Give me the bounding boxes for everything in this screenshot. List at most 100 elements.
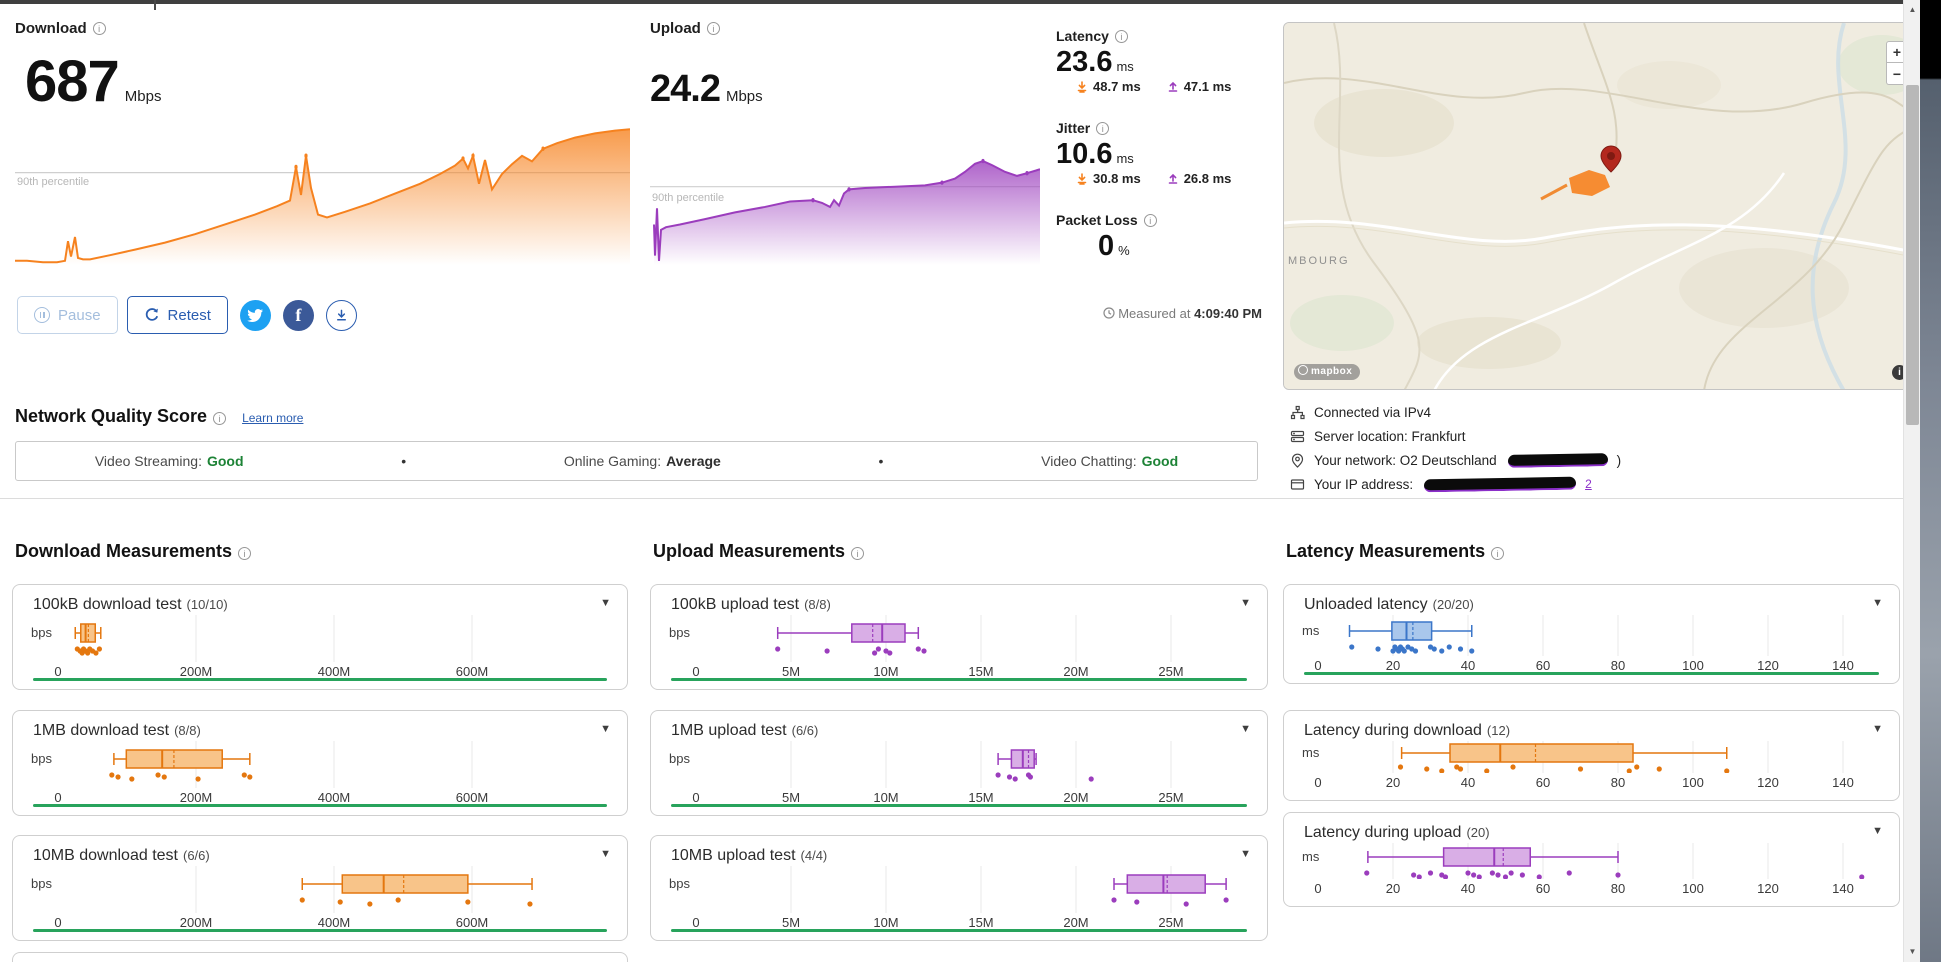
down-arrow-icon xyxy=(1077,80,1087,93)
map-panel[interactable]: MBOURG + − mapbox i xyxy=(1283,22,1918,390)
twitter-share-button[interactable] xyxy=(239,299,271,331)
measurement-card: 10MB upload test (4/4) ▼ bps 0 5M 10M 15M 20M 25M xyxy=(650,835,1268,941)
axis-tick-label: 20M xyxy=(1063,790,1089,805)
axis-tick-label: 100 xyxy=(1682,658,1704,673)
scrollbar-up-arrow[interactable]: ▲ xyxy=(1908,5,1917,14)
axis-unit-label: bps xyxy=(31,625,52,640)
axis-tick-label: 140 xyxy=(1832,658,1854,673)
info-icon[interactable]: i xyxy=(1096,122,1110,135)
axis-tick-label: 10M xyxy=(873,915,899,930)
card-test-name: Latency during upload xyxy=(1304,824,1462,841)
info-icon[interactable]: i xyxy=(1143,214,1157,227)
connection-text: Your network: O2 Deutschland xyxy=(1314,452,1497,468)
card-test-name: 1MB download test xyxy=(33,722,170,739)
measurement-card: 100kB upload test (8/8) ▼ bps 0 5M 10M 15M 20M 25… xyxy=(650,584,1268,690)
axis-tick-label: 0 xyxy=(1314,658,1322,673)
quality-item: Video Chatting: Good xyxy=(1041,453,1178,469)
upload-chart xyxy=(650,130,1040,265)
server-icon xyxy=(1290,430,1305,442)
test-progress-bar xyxy=(33,804,607,807)
browser-scrollbar[interactable]: ▲ ▼ xyxy=(1903,0,1920,962)
up-arrow-icon xyxy=(1168,81,1178,92)
card-expand-button[interactable]: ▼ xyxy=(1872,597,1883,609)
scrollbar-thumb[interactable] xyxy=(1906,85,1919,425)
down-arrow-icon xyxy=(1077,172,1087,185)
card-title: 100kB upload test (8/8) xyxy=(671,596,831,614)
quality-score-box: Video Streaming: Good • Online Gaming: Avera… xyxy=(15,441,1258,481)
info-icon[interactable]: i xyxy=(706,22,720,35)
card-title: 10MB upload test (4/4) xyxy=(671,847,827,865)
facebook-share-button[interactable]: f xyxy=(282,299,314,331)
info-icon[interactable]: i xyxy=(1491,547,1505,560)
card-expand-button[interactable]: ▼ xyxy=(600,597,611,609)
axis-tick-label: 80 xyxy=(1610,881,1626,896)
card-test-count: (20) xyxy=(1466,825,1490,840)
download-unit: Mbps xyxy=(124,88,162,105)
axis-tick-label: 5M xyxy=(781,790,801,805)
card-test-count: (20/20) xyxy=(1432,597,1474,612)
jitter-download-value: 30.8 ms xyxy=(1076,171,1141,186)
latency-value: 23.6 ms xyxy=(1056,46,1134,78)
learn-more-link[interactable]: Learn more xyxy=(242,411,304,425)
connection-text: Your IP address: xyxy=(1314,476,1414,492)
card-expand-button[interactable]: ▼ xyxy=(1240,723,1251,735)
connection-text: Connected via IPv4 xyxy=(1314,404,1432,420)
facebook-icon: f xyxy=(295,304,302,325)
quality-label: Video Chatting: xyxy=(1041,453,1137,469)
packet-loss-label: Packet Loss xyxy=(1056,212,1138,228)
scrollbar-down-arrow[interactable]: ▼ xyxy=(1908,947,1917,956)
quality-label: Online Gaming: xyxy=(563,453,662,469)
box-plot xyxy=(1364,843,1865,879)
card-expand-button[interactable]: ▼ xyxy=(1872,723,1883,735)
separator-bullet: • xyxy=(401,453,407,469)
redaction-blob xyxy=(1423,476,1577,492)
axis-tick-label: 25M xyxy=(1158,664,1184,679)
download-results-button[interactable] xyxy=(325,299,357,331)
card-expand-button[interactable]: ▼ xyxy=(1240,848,1251,860)
card-title: 1MB download test (8/8) xyxy=(33,722,201,740)
connection-text: Server location: Frankfurt xyxy=(1314,428,1466,444)
box-plot xyxy=(790,741,1172,788)
axis-tick-label: 100 xyxy=(1682,881,1704,896)
axis-tick-label: 20 xyxy=(1385,658,1401,673)
axis-tick-label: 20 xyxy=(1385,881,1401,896)
axis-unit-label: bps xyxy=(669,876,690,891)
measurements-column-heading: Upload Measurements i xyxy=(653,541,865,562)
download-panel: Download i 687 Mbps 90th percentile xyxy=(15,20,630,270)
axis-tick-label: 120 xyxy=(1757,775,1779,790)
upload-title: Upload xyxy=(650,20,701,37)
info-icon[interactable]: i xyxy=(213,412,227,425)
axis-tick-label: 600M xyxy=(455,790,489,805)
measured-at: Measured at 4:09:40 PM xyxy=(1040,306,1262,321)
axis-tick-label: 0 xyxy=(692,790,700,805)
measurement-card: 100kB download test (10/10) ▼ bps 0 200M 400M 6… xyxy=(12,584,628,690)
pause-icon xyxy=(34,307,50,323)
card-expand-button[interactable]: ▼ xyxy=(1872,825,1883,837)
info-icon[interactable]: i xyxy=(92,22,106,35)
column-title: Latency Measurements xyxy=(1286,541,1486,561)
retest-button[interactable]: Retest xyxy=(126,296,228,334)
card-expand-button[interactable]: ▼ xyxy=(600,848,611,860)
column-title: Download Measurements xyxy=(15,541,233,561)
card-title: 100kB download test (10/10) xyxy=(33,596,228,614)
pause-button[interactable]: Pause xyxy=(17,296,118,334)
info-icon[interactable]: i xyxy=(851,547,865,560)
card-test-name: 1MB upload test xyxy=(671,722,787,739)
mapbox-logo[interactable]: mapbox xyxy=(1294,364,1361,380)
axis-tick-label: 15M xyxy=(968,790,994,805)
measurement-card: 1MB upload test (6/6) ▼ bps 0 5M 10M 15M 20M 25M xyxy=(650,710,1268,816)
clock-icon xyxy=(1102,307,1115,319)
axis-tick-label: 140 xyxy=(1832,775,1854,790)
card-expand-button[interactable]: ▼ xyxy=(600,723,611,735)
section-divider xyxy=(0,498,1903,499)
info-icon[interactable]: i xyxy=(1114,30,1128,43)
box-plot xyxy=(109,741,473,788)
network-quality-heading: Network Quality Score i Learn more xyxy=(15,406,303,427)
card-test-name: Latency during download xyxy=(1304,722,1482,739)
info-icon[interactable]: i xyxy=(238,547,252,560)
card-test-name: 10MB upload test xyxy=(671,847,796,864)
card-expand-button[interactable]: ▼ xyxy=(1240,597,1251,609)
axis-tick-label: 80 xyxy=(1610,775,1626,790)
redaction-blob xyxy=(1507,452,1608,468)
axis-tick-label: 0 xyxy=(1314,881,1322,896)
